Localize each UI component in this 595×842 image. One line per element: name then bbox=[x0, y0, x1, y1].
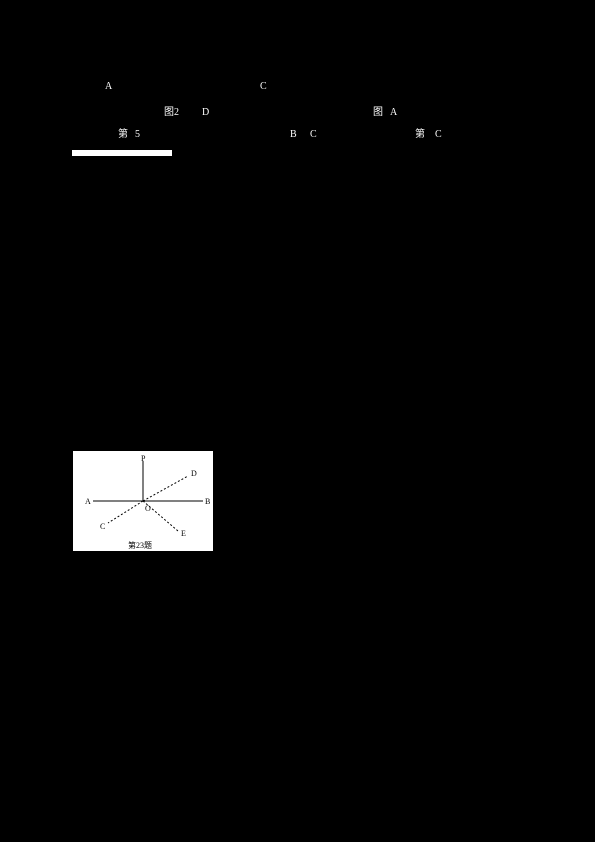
svg-text:O: O bbox=[145, 504, 151, 513]
svg-text:B: B bbox=[205, 497, 210, 506]
svg-text:第23题: 第23题 bbox=[128, 540, 152, 550]
label-b2: B bbox=[290, 128, 297, 142]
label-di2: 第 bbox=[415, 128, 425, 142]
label-a: A bbox=[105, 80, 112, 94]
label-5: 5 bbox=[135, 128, 140, 142]
label-fig: 图 bbox=[373, 106, 383, 120]
svg-text:C: C bbox=[100, 522, 105, 531]
svg-text:E: E bbox=[181, 529, 186, 538]
label-c: C bbox=[260, 80, 267, 94]
label-d: D bbox=[202, 106, 209, 120]
label-a2: A bbox=[390, 106, 397, 120]
svg-text:D: D bbox=[191, 469, 197, 478]
svg-text:P: P bbox=[141, 454, 146, 463]
label-fig2: 图2 bbox=[164, 106, 179, 120]
label-c2: C bbox=[310, 128, 317, 142]
page: A C 图2 D 图 A 第 5 B C 第 C PDABCEO第23题 bbox=[0, 0, 595, 842]
label-di: 第 bbox=[118, 128, 128, 142]
label-c3: C bbox=[435, 128, 442, 142]
figure-23-svg: P D A B C E O 第23题 bbox=[73, 451, 213, 551]
underscore-bar bbox=[72, 150, 172, 156]
figure-23: P D A B C E O 第23题 bbox=[72, 450, 214, 552]
svg-text:A: A bbox=[85, 497, 91, 506]
